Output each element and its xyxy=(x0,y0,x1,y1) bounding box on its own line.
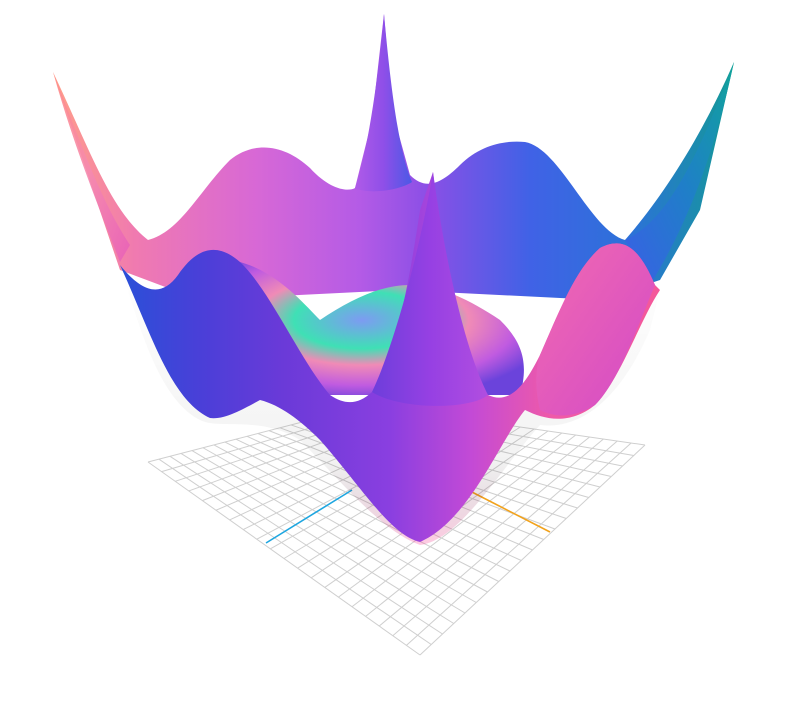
surface-back-spike xyxy=(355,14,412,192)
surface-right-lobe xyxy=(536,243,655,416)
grid-line xyxy=(351,434,577,608)
grid-line xyxy=(406,442,632,646)
grid-line xyxy=(378,438,604,627)
z-axis-line xyxy=(265,489,353,544)
surface-left-edge xyxy=(53,72,130,262)
grid-line xyxy=(147,461,421,656)
grid-line xyxy=(213,444,488,593)
surface-front-spike xyxy=(372,172,488,406)
surface-right-edge xyxy=(625,62,734,285)
grid-line xyxy=(169,455,443,635)
grid-line xyxy=(365,436,590,617)
grid-line xyxy=(202,447,477,603)
grid-line xyxy=(191,450,466,614)
grid-line xyxy=(180,453,455,624)
surface-mesh[interactable] xyxy=(53,14,734,545)
grid-line xyxy=(392,440,618,637)
grid-line xyxy=(158,458,432,645)
grid-line xyxy=(224,441,499,582)
grid-line xyxy=(419,444,646,656)
